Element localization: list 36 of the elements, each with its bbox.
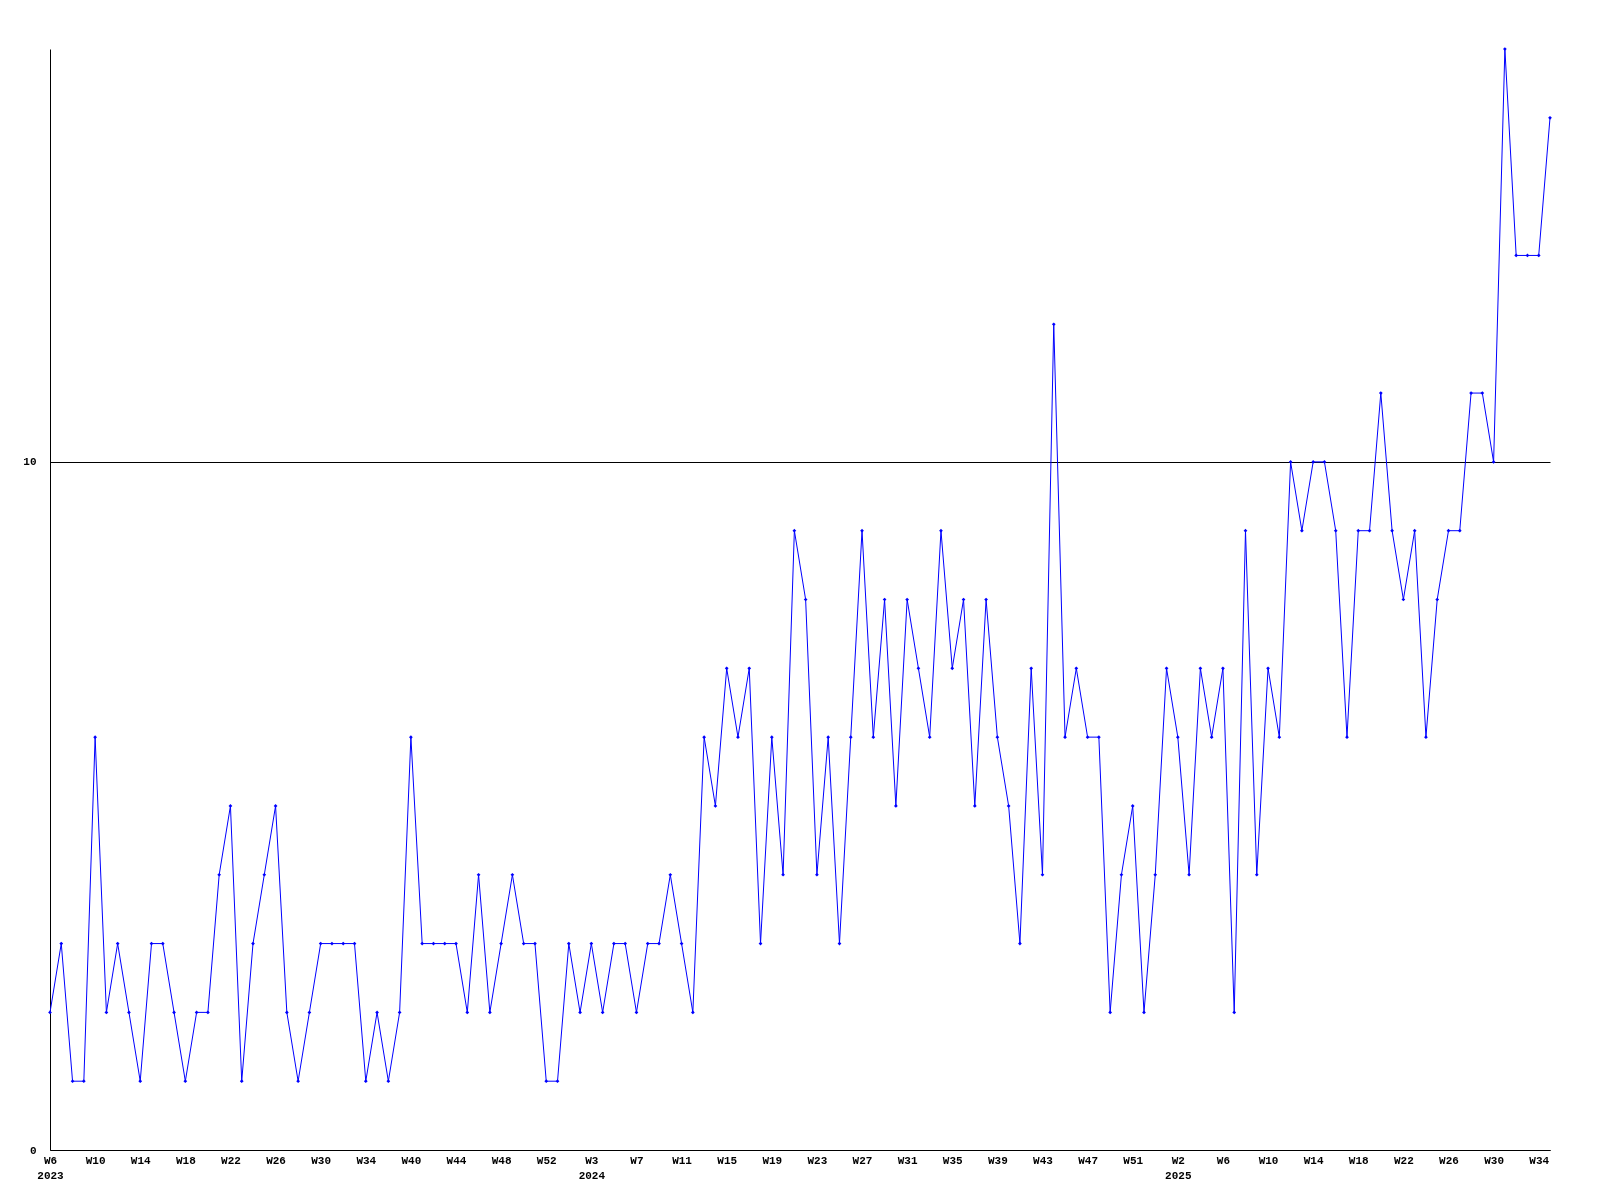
x-tick-label: W51: [1123, 1154, 1144, 1167]
x-tick-label: W3 2024: [578, 1154, 606, 1182]
x-tick-label: W6: [1216, 1154, 1231, 1167]
x-tick-label: W15: [717, 1154, 738, 1167]
x-tick-label: W22: [221, 1154, 241, 1167]
x-tick-label: W44: [446, 1154, 467, 1167]
x-tick-label: W31: [897, 1154, 918, 1167]
x-tick-label: W48: [491, 1154, 512, 1167]
y-tick-label: 0: [29, 1144, 37, 1157]
x-tick-label: W30: [311, 1154, 332, 1167]
x-tick-label: W27: [852, 1154, 873, 1167]
x-tick-label: W22: [1393, 1154, 1414, 1167]
x-tick-label: W18: [1348, 1154, 1370, 1167]
x-tick-label: W34: [1529, 1154, 1550, 1167]
x-tick-label: W18: [175, 1154, 197, 1167]
x-tick-label: W14: [130, 1154, 152, 1167]
x-tick-label: W43: [1033, 1154, 1054, 1167]
x-tick-label: W2 2025: [1165, 1154, 1192, 1182]
x-tick-label: W11: [672, 1154, 693, 1167]
x-tick-label: W14: [1303, 1154, 1324, 1167]
x-tick-label: W39: [987, 1154, 1008, 1167]
x-tick-label: W7: [630, 1154, 644, 1167]
x-tick-label: W19: [762, 1154, 783, 1167]
x-tick-label: W6 2023: [37, 1154, 65, 1182]
x-tick-label: W52: [536, 1154, 557, 1167]
x-tick-label: W26: [1439, 1154, 1459, 1167]
x-tick-label: W10: [1258, 1154, 1279, 1167]
x-tick-label: W47: [1078, 1154, 1098, 1167]
x-tick-label: W35: [942, 1154, 964, 1167]
x-tick-label: W23: [807, 1154, 828, 1167]
x-tick-label: W30: [1484, 1154, 1505, 1167]
y-tick-label: 10: [23, 456, 37, 469]
x-tick-label: W26: [266, 1154, 286, 1167]
x-tick-label: W34: [356, 1154, 377, 1167]
x-tick-label: W10: [85, 1154, 106, 1167]
x-tick-label: W40: [401, 1154, 422, 1167]
